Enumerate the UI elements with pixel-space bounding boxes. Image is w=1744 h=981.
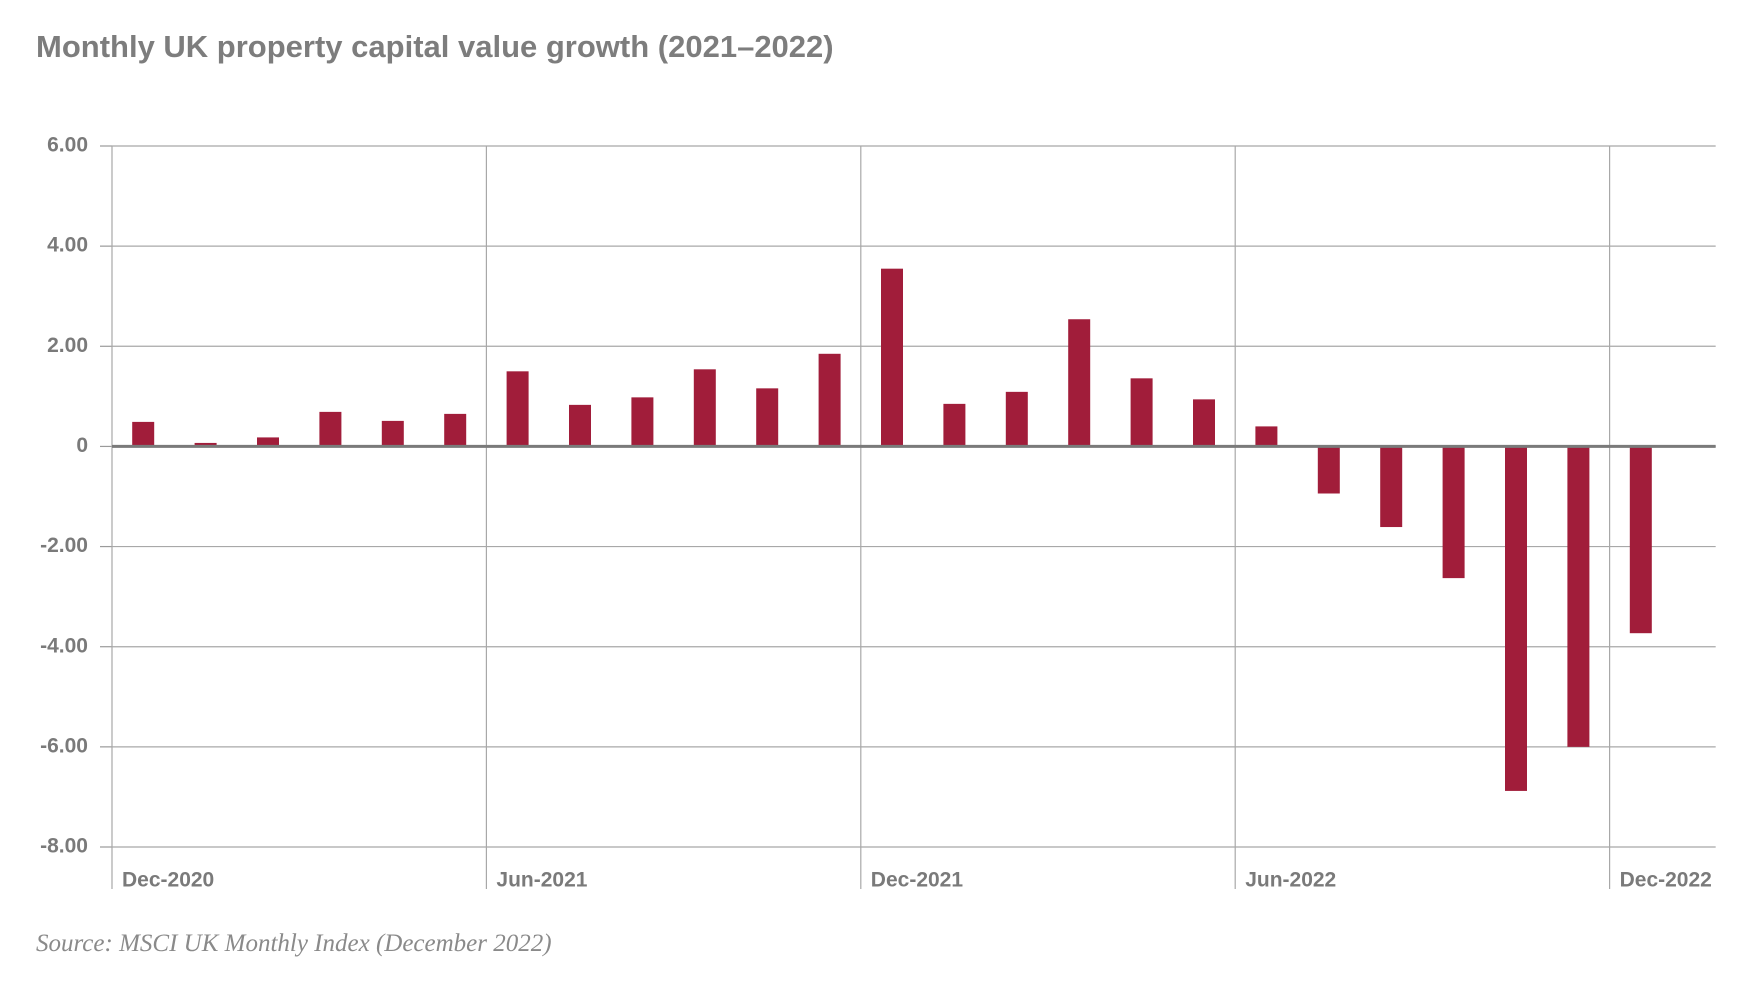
y-tick-label: -4.00 [40, 634, 88, 657]
y-tick-label: -8.00 [40, 835, 88, 858]
bar [257, 437, 279, 447]
bar [1505, 446, 1527, 791]
source-note: Source: MSCI UK Monthly Index (December … [36, 930, 552, 957]
bar [319, 411, 342, 447]
bar [1255, 426, 1278, 447]
bar [444, 413, 467, 447]
bar [506, 371, 529, 447]
y-tick-label: 6.00 [47, 134, 88, 157]
bar [1380, 446, 1403, 528]
bar [943, 403, 966, 447]
bar [693, 369, 716, 447]
bar [194, 442, 217, 447]
x-tick-label: Dec-2020 [122, 869, 214, 892]
bar [132, 421, 155, 447]
y-tick-label: 2.00 [47, 334, 88, 357]
y-tick-label: 4.00 [47, 234, 88, 257]
y-tick-label: 0 [76, 434, 88, 457]
x-tick-label: Jun-2021 [496, 869, 587, 892]
bar [1130, 378, 1153, 447]
x-tick-label: Dec-2022 [1620, 869, 1712, 892]
bar [1193, 399, 1215, 447]
bar [881, 268, 903, 447]
bar [1317, 446, 1340, 494]
y-tick-label: -6.00 [40, 734, 88, 757]
bar [1629, 446, 1652, 634]
bar [381, 420, 404, 447]
bar [569, 404, 591, 447]
chart-title: Monthly UK property capital value growth… [36, 29, 834, 64]
y-tick-label: -2.00 [40, 534, 88, 557]
bar [756, 388, 779, 447]
bar [631, 397, 654, 447]
x-tick-label: Jun-2022 [1245, 869, 1336, 892]
bar [1005, 391, 1028, 447]
bar [1442, 446, 1465, 579]
bar [818, 353, 841, 447]
bar [1068, 319, 1091, 447]
x-tick-label: Dec-2021 [871, 869, 964, 892]
bar [1567, 446, 1590, 747]
